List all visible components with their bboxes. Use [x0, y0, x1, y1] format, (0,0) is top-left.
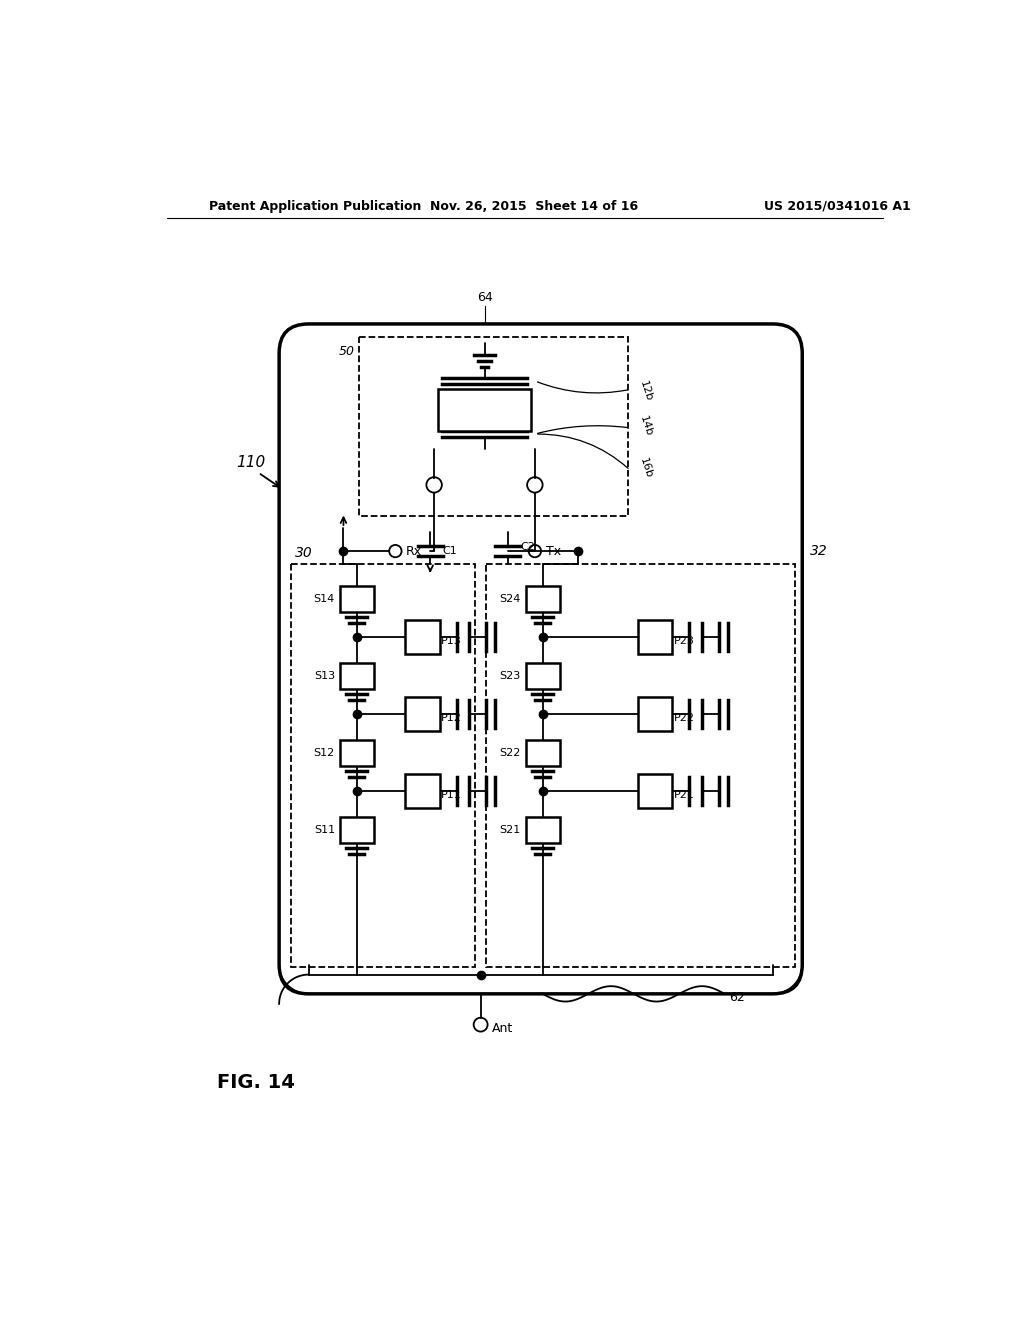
Text: 32: 32: [810, 544, 827, 558]
FancyBboxPatch shape: [280, 323, 802, 994]
Text: C1: C1: [442, 546, 458, 556]
Bar: [340, 739, 374, 766]
Text: 12b: 12b: [638, 379, 654, 403]
Text: S24: S24: [500, 594, 521, 603]
Text: Ant: Ant: [492, 1022, 513, 1035]
Text: S22: S22: [500, 748, 521, 758]
Bar: [525, 586, 560, 612]
Text: S21: S21: [500, 825, 521, 834]
Bar: [406, 697, 439, 731]
Text: 62: 62: [729, 991, 744, 1005]
Text: S11: S11: [313, 825, 335, 834]
Bar: [638, 775, 672, 808]
Text: S12: S12: [313, 748, 335, 758]
Bar: [638, 620, 672, 655]
Bar: [486, 564, 795, 966]
Bar: [525, 739, 560, 766]
Text: US 2015/0341016 A1: US 2015/0341016 A1: [764, 199, 910, 213]
Text: FIG. 14: FIG. 14: [217, 1073, 295, 1092]
Bar: [340, 817, 374, 843]
Text: 30: 30: [295, 546, 312, 560]
Text: Rx: Rx: [407, 545, 422, 557]
Text: P13: P13: [441, 636, 462, 647]
Bar: [406, 620, 439, 655]
Text: Tx: Tx: [546, 545, 561, 557]
Bar: [291, 564, 475, 966]
Text: P12: P12: [441, 713, 462, 723]
Text: S13: S13: [313, 671, 335, 681]
Text: 50: 50: [338, 345, 354, 358]
Text: Nov. 26, 2015  Sheet 14 of 16: Nov. 26, 2015 Sheet 14 of 16: [430, 199, 638, 213]
Bar: [438, 388, 531, 432]
Text: C2: C2: [520, 543, 535, 552]
Bar: [340, 586, 374, 612]
Bar: [359, 337, 628, 516]
Text: 14b: 14b: [638, 414, 654, 438]
Bar: [525, 817, 560, 843]
Bar: [406, 775, 439, 808]
Text: S14: S14: [313, 594, 335, 603]
Text: P11: P11: [441, 791, 462, 800]
Text: 64: 64: [476, 290, 493, 304]
Text: Patent Application Publication: Patent Application Publication: [209, 199, 422, 213]
Text: 110: 110: [236, 455, 265, 470]
Bar: [340, 663, 374, 689]
Text: P22: P22: [674, 713, 694, 723]
Text: 16b: 16b: [638, 457, 654, 479]
Bar: [638, 697, 672, 731]
Text: S23: S23: [500, 671, 521, 681]
Bar: [525, 663, 560, 689]
Text: P21: P21: [674, 791, 694, 800]
Text: P23: P23: [674, 636, 694, 647]
